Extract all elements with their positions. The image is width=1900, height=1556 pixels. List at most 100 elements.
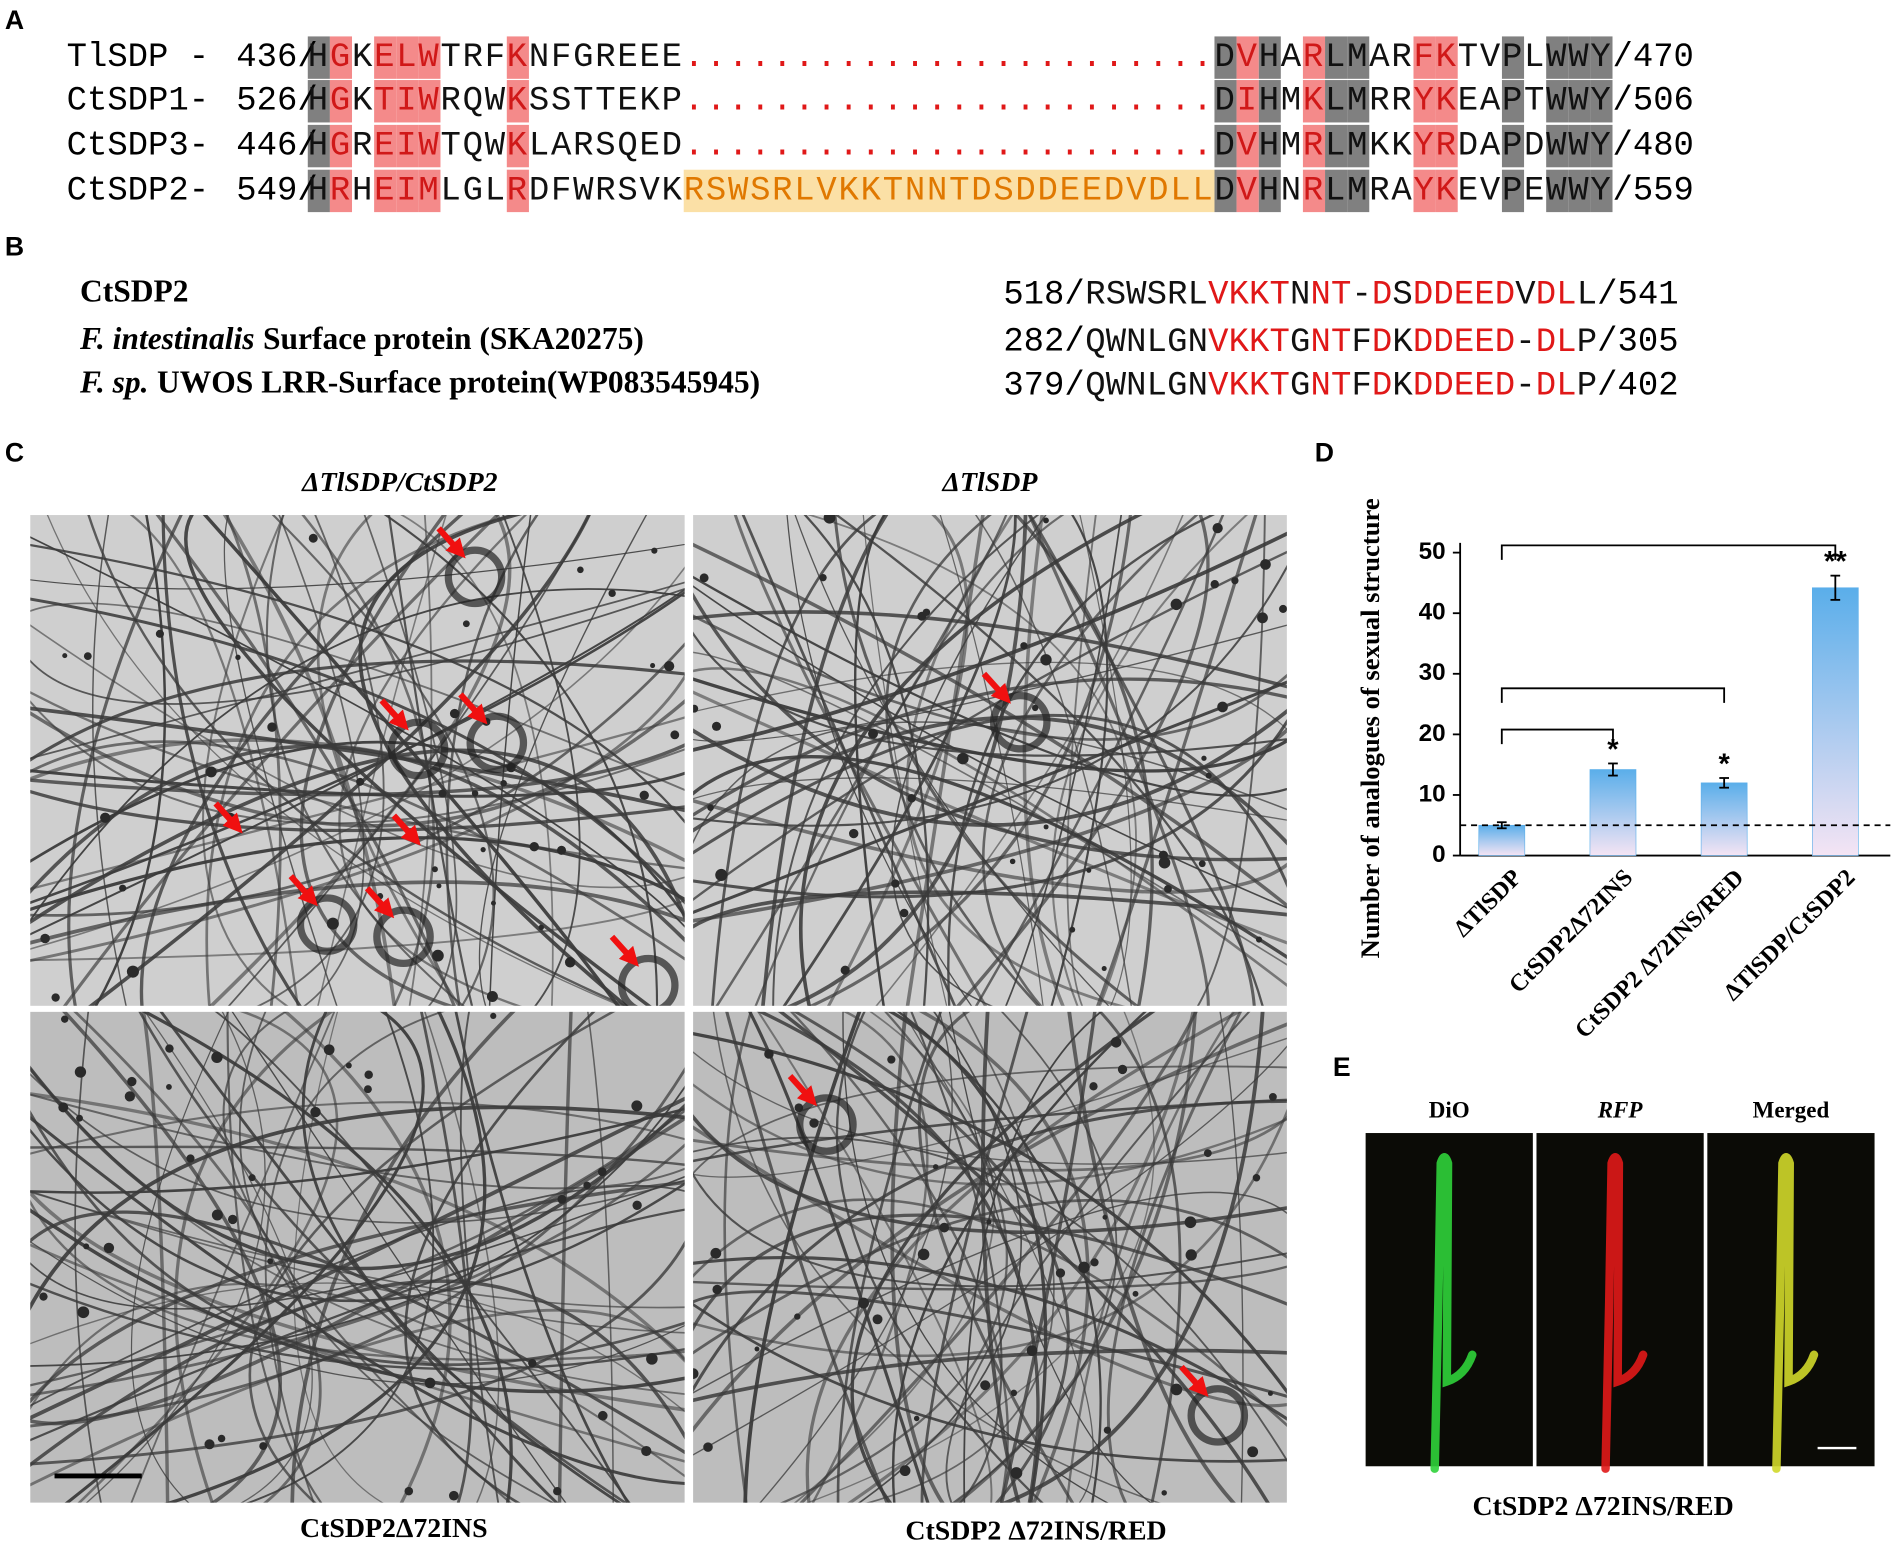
- spore: [917, 1248, 930, 1261]
- sequence-start: 549/: [236, 172, 317, 210]
- hypha: [222, 1011, 512, 1503]
- spore: [670, 730, 680, 740]
- spore: [849, 828, 859, 839]
- spore: [76, 1114, 83, 1122]
- species-label: F. intestinalis: [79, 321, 255, 356]
- hypha: [245, 1011, 435, 1503]
- hypha: [419, 1011, 473, 1503]
- spore: [1201, 755, 1207, 761]
- highlight-gray: [1325, 124, 1348, 168]
- highlight-pink: [1236, 36, 1259, 79]
- spore: [1010, 1389, 1018, 1397]
- spore: [1268, 1092, 1277, 1101]
- hypha: [283, 1011, 452, 1503]
- spore: [1170, 598, 1183, 611]
- arrow: [609, 934, 639, 967]
- spore: [431, 866, 438, 873]
- spore: [211, 1051, 223, 1063]
- arrow: [787, 1074, 818, 1107]
- hypha: [806, 515, 1137, 1006]
- spore: [1069, 926, 1076, 933]
- hypha: [30, 1067, 685, 1428]
- sequence-start: 518/: [1003, 276, 1084, 314]
- hypha: [46, 515, 623, 1006]
- spore: [557, 1194, 567, 1204]
- arrow: [391, 813, 421, 846]
- spore: [907, 793, 916, 803]
- fluorescence-caption: CtSDP2 Δ72INS/RED: [1472, 1491, 1733, 1522]
- hypha: [693, 1083, 1287, 1186]
- hypha: [73, 1011, 322, 1503]
- bar: [1478, 824, 1526, 856]
- hypha: [974, 515, 1133, 1006]
- highlight-pink: [1236, 80, 1259, 123]
- spore: [707, 804, 714, 811]
- spore: [1161, 1490, 1167, 1496]
- highlight-gray: [1325, 80, 1348, 123]
- spore: [449, 708, 460, 719]
- spore: [227, 1214, 238, 1225]
- hypha: [693, 890, 1287, 929]
- spore: [83, 652, 92, 661]
- spore: [597, 1167, 607, 1177]
- hypha: [231, 1011, 567, 1503]
- highlight-gray: [1214, 169, 1237, 213]
- sequence-end: /402: [1597, 367, 1678, 405]
- spore: [323, 1044, 335, 1056]
- y-tick-label: 20: [1419, 720, 1446, 747]
- protein-label: Surface protein (SKA20275): [263, 321, 644, 356]
- hypha: [789, 1011, 1010, 1503]
- spore: [529, 841, 539, 852]
- spore: [58, 1102, 69, 1113]
- micrograph: [30, 515, 685, 1006]
- hypha: [1005, 515, 1123, 1006]
- spore: [632, 1200, 642, 1210]
- sequence: HGKTIWRQWKSSTTEKP.......................…: [308, 83, 1611, 121]
- hypha: [693, 1022, 1287, 1433]
- arrow: [458, 692, 488, 725]
- spore: [1078, 1261, 1090, 1274]
- y-axis-label: Number of analogues of sexual structure: [1355, 498, 1385, 958]
- hypha: [30, 1101, 685, 1155]
- y-tick-label: 30: [1419, 659, 1446, 686]
- hypha: [1000, 1011, 1265, 1503]
- highlight-gray: [1347, 80, 1370, 123]
- highlight-pink: [418, 169, 441, 213]
- spore: [891, 879, 900, 888]
- spore: [1102, 1214, 1108, 1220]
- sequence-end: /506: [1613, 83, 1694, 121]
- sequence: HGREIWTQWKLARSQED.......................…: [308, 127, 1611, 165]
- spore: [1055, 1268, 1066, 1278]
- hypha: [905, 515, 985, 1006]
- highlight-pink: [1413, 124, 1436, 168]
- structure: [466, 712, 528, 774]
- hypha: [1014, 515, 1154, 1006]
- spore: [868, 728, 879, 739]
- spore: [1020, 642, 1028, 650]
- y-tick-label: 40: [1419, 599, 1446, 626]
- micrograph-caption: CtSDP2 Δ72INS/RED: [905, 1515, 1166, 1546]
- hypha: [557, 1011, 573, 1503]
- spore: [404, 1486, 414, 1496]
- insertion-highlight: [683, 169, 1215, 213]
- hypha: [30, 1180, 685, 1404]
- hypha: [208, 515, 512, 1006]
- hypha: [826, 515, 969, 1006]
- spore: [1212, 523, 1223, 534]
- arrow: [379, 698, 409, 731]
- hypha: [30, 1190, 685, 1412]
- spore: [1040, 654, 1052, 666]
- spore: [1101, 966, 1107, 972]
- hypha: [693, 531, 1287, 752]
- hypha: [905, 515, 1126, 1006]
- highlight-gray: [1214, 36, 1237, 79]
- spore: [887, 1055, 896, 1064]
- highlight-gray: [1325, 36, 1348, 79]
- hypha: [30, 700, 685, 825]
- hypha: [454, 1011, 630, 1503]
- highlight-pink: [1435, 169, 1458, 213]
- hypha: [92, 515, 127, 1006]
- spore: [639, 790, 649, 800]
- spore: [710, 1247, 722, 1259]
